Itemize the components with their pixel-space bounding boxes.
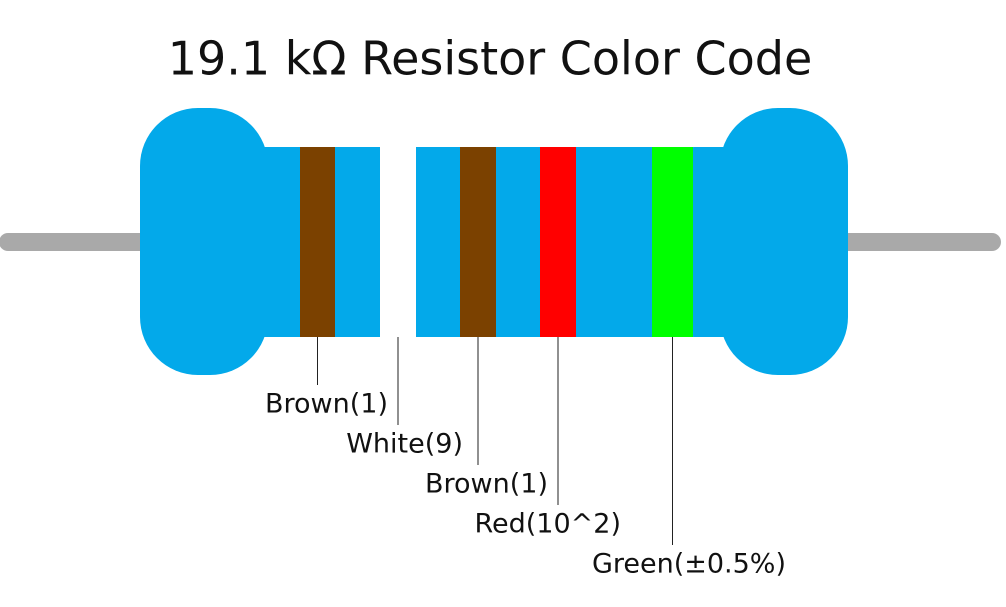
band-label: White(9) [346, 429, 463, 460]
color-band [460, 147, 496, 337]
color-band [300, 147, 335, 337]
color-band [540, 147, 576, 337]
end-cap-right [720, 108, 848, 375]
band-label: Brown(1) [425, 469, 548, 500]
color-band [652, 147, 693, 337]
bands: Brown(1) White(9) Brown(1) Red(10^2) Green(±… [265, 147, 786, 580]
band-label: Green(±0.5%) [592, 549, 786, 580]
title: 19.1 kΩ Resistor Color Code [168, 32, 813, 86]
color-band [380, 147, 416, 337]
band-label: Red(10^2) [474, 509, 621, 540]
end-cap-left [140, 108, 268, 375]
band-label: Brown(1) [265, 389, 388, 420]
